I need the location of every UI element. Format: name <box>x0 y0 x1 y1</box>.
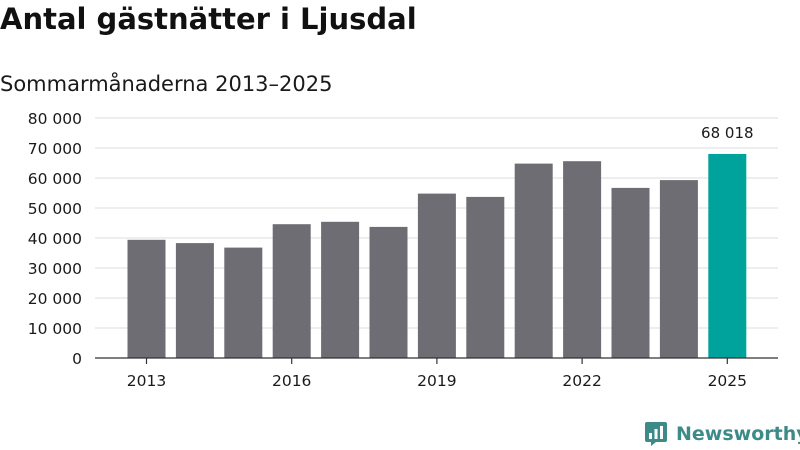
x-tick-label: 2019 <box>417 372 456 390</box>
bar-2016 <box>272 224 311 358</box>
bar-2021 <box>514 163 553 358</box>
newsworthy-logo-icon <box>645 422 667 446</box>
y-tick-label: 30 000 <box>28 260 82 278</box>
y-tick-label: 60 000 <box>28 170 82 188</box>
y-tick-label: 20 000 <box>28 290 82 308</box>
y-tick-label: 80 000 <box>28 110 82 128</box>
y-tick-label: 50 000 <box>28 200 82 218</box>
brand-name: Newsworthy <box>676 423 800 445</box>
bar-2017 <box>321 221 360 358</box>
y-tick-label: 0 <box>72 350 82 368</box>
chart-subtitle: Sommarmånaderna 2013–2025 <box>0 72 333 96</box>
bar-2013 <box>127 239 166 358</box>
x-tick-label: 2013 <box>127 372 166 390</box>
bar-2014 <box>175 243 214 358</box>
y-tick-label: 70 000 <box>28 140 82 158</box>
y-tick-label: 10 000 <box>28 320 82 338</box>
bar-2022 <box>563 161 602 358</box>
bar-2025 <box>708 153 747 358</box>
bar-2024 <box>659 180 698 358</box>
bar-2015 <box>224 247 263 358</box>
bar-2020 <box>466 196 505 358</box>
bar-2023 <box>611 187 650 358</box>
bar-2018 <box>369 226 408 358</box>
x-tick-label: 2022 <box>562 372 601 390</box>
data-label: 68 018 <box>701 124 754 142</box>
y-tick-label: 40 000 <box>28 230 82 248</box>
x-tick-label: 2025 <box>708 372 747 390</box>
x-tick-label: 2016 <box>272 372 311 390</box>
brand: Newsworthy <box>644 420 800 448</box>
chart-title: Antal gästnätter i Ljusdal <box>0 2 417 36</box>
bar-2019 <box>417 193 456 358</box>
